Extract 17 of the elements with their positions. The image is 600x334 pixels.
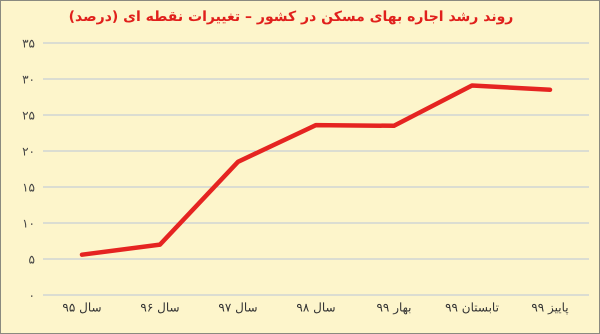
y-tick-label: ۳۵ — [22, 36, 35, 50]
x-tick-label: سال ۹۶ — [140, 300, 180, 315]
x-tick-label: تابستان ۹۹ — [445, 300, 499, 315]
y-tick-label: ۲۰ — [22, 144, 35, 158]
y-tick-label: ۰ — [28, 288, 35, 302]
y-tick-label: ۵ — [28, 252, 35, 266]
y-tick-label: ۱۵ — [22, 180, 35, 194]
y-tick-label: ۲۵ — [22, 108, 35, 122]
y-tick-label: ۱۰ — [22, 216, 35, 230]
x-tick-label: سال ۹۵ — [62, 300, 102, 315]
line-series — [80, 83, 552, 257]
x-tick-label: سال ۹۷ — [218, 300, 258, 315]
y-tick-label: ۳۰ — [22, 72, 35, 86]
x-tick-label: سال ۹۸ — [296, 300, 336, 315]
chart-title: روند رشد اجاره بهای مسکن در کشور – تغییرات نقطه ای (درصد) — [68, 9, 514, 25]
x-tick-label: پاییز ۹۹ — [531, 300, 569, 315]
x-tick-label: بهار ۹۹ — [376, 300, 412, 315]
